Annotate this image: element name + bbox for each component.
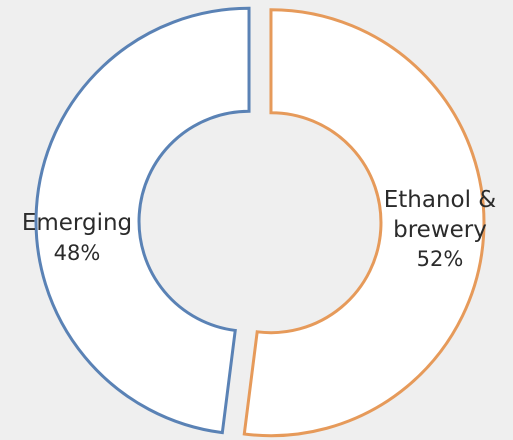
slices-layer: [34, 6, 486, 438]
slice-label-0-0: Ethanol &: [384, 187, 497, 213]
slice-pct-1: 48%: [54, 241, 101, 265]
slice-0: [242, 8, 486, 438]
labels-layer: Ethanol & brewery 52% Emerging 48%: [22, 187, 496, 271]
slice-pct-0: 52%: [417, 247, 464, 271]
slice-label-1-0: Emerging: [22, 210, 132, 236]
slice-label-0-1: brewery: [393, 217, 487, 243]
slice-1: [34, 6, 251, 435]
